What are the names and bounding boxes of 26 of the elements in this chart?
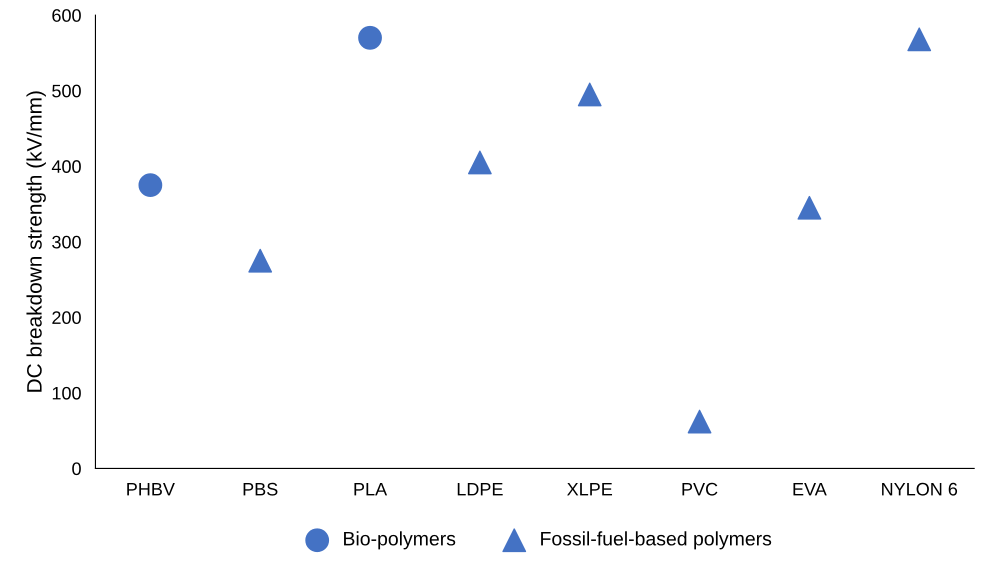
y-tick-label: 600 <box>52 9 81 22</box>
x-tick-label: NYLON 6 <box>882 482 958 496</box>
point <box>358 26 382 50</box>
y-axis-title: DC breakdown strength (kV/mm) <box>26 91 46 392</box>
y-tick-label: 0 <box>72 462 81 476</box>
x-tick-label: PBS <box>244 482 278 496</box>
point <box>578 82 602 106</box>
y-tick-label: 400 <box>52 160 81 173</box>
y-tick-label: 300 <box>52 236 81 249</box>
point <box>138 173 162 198</box>
legend-label: Bio-polymers <box>344 531 456 550</box>
x-tick-label: LDPE <box>458 482 503 496</box>
x-tick-label: XLPE <box>567 482 612 496</box>
legend-label: Fossil-fuel-based polymers <box>541 531 772 550</box>
point <box>907 27 932 52</box>
point <box>468 150 492 174</box>
y-tick-label: 200 <box>52 311 81 324</box>
y-tick-label: 100 <box>52 386 81 400</box>
x-tick-label: PLA <box>354 482 388 496</box>
x-tick-label: PHBV <box>127 482 175 496</box>
point <box>248 248 272 273</box>
point <box>688 410 712 434</box>
x-tick-label: PVC <box>682 482 718 496</box>
x-tick-label: EVA <box>793 482 827 496</box>
y-tick-label: 500 <box>52 84 81 98</box>
point <box>798 196 822 220</box>
